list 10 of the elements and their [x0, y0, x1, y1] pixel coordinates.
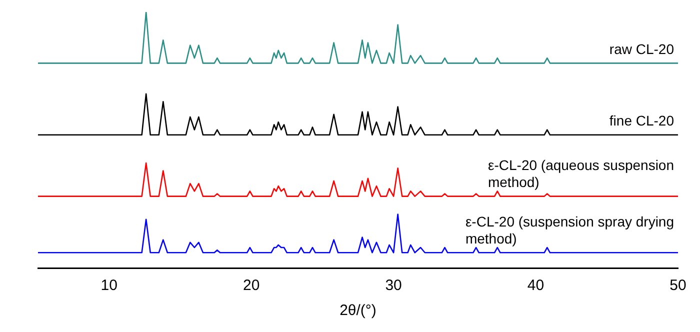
x-tick-label: 40 — [527, 277, 544, 294]
x-tick-label: 50 — [670, 277, 686, 294]
x-tick-label: 30 — [385, 277, 402, 294]
x-tick-label: 10 — [100, 277, 118, 294]
x-axis-title: 2θ/(°) — [340, 302, 376, 320]
series-label: ε-CL-20 (aqueous suspension method) — [488, 157, 674, 190]
series-label: ε-CL-20 (suspension spray drying method) — [465, 214, 674, 246]
series-label: fine CL-20 — [609, 112, 674, 129]
series-label: raw CL-20 — [609, 41, 674, 58]
x-tick-label: 20 — [242, 277, 260, 294]
